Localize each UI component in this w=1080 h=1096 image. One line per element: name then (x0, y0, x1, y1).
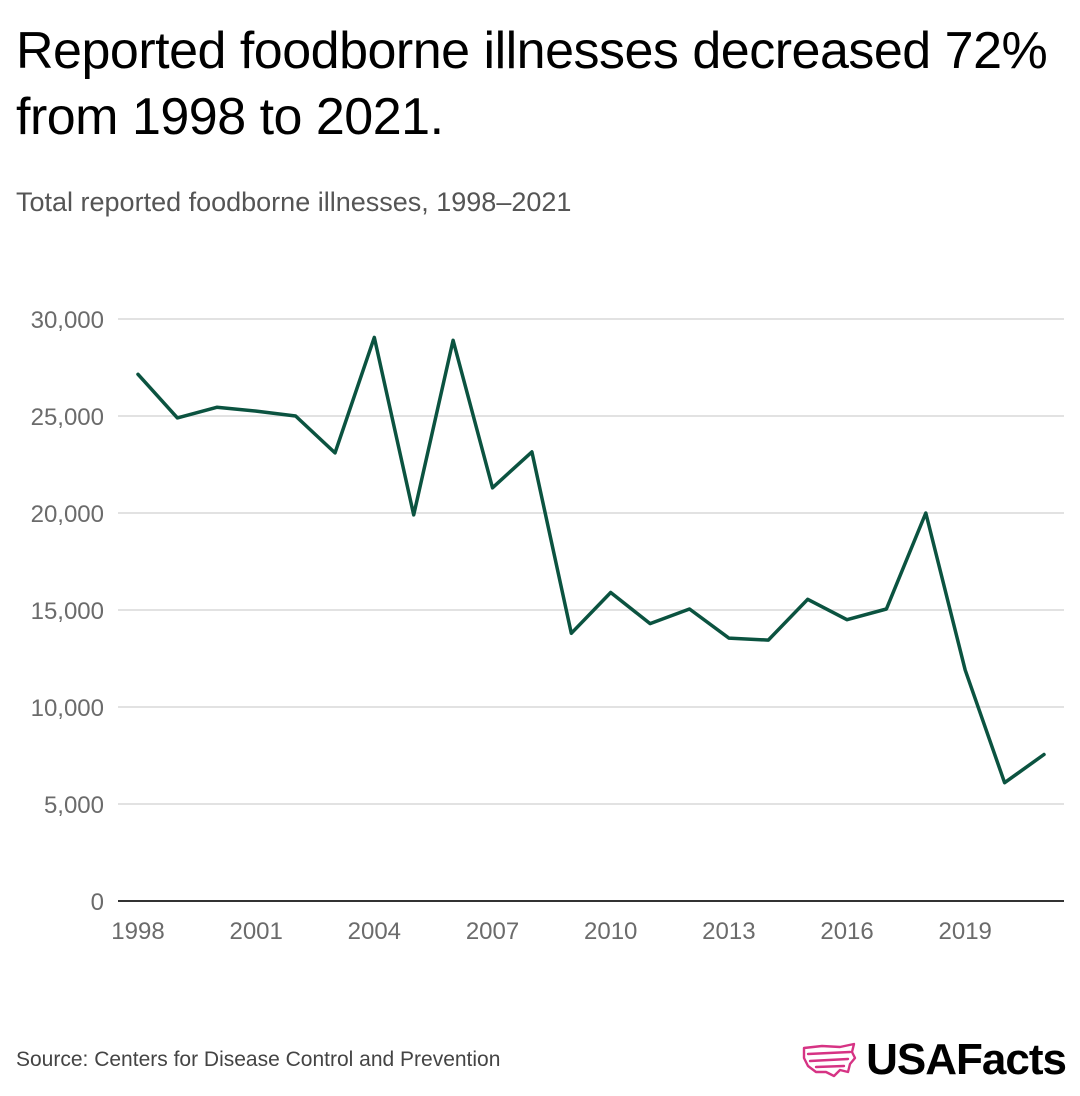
chart-title: Reported foodborne illnesses decreased 7… (16, 22, 1048, 146)
x-tick-label: 2001 (229, 918, 282, 945)
x-tick-label: 2010 (584, 918, 637, 945)
chart-subtitle: Total reported foodborne illnesses, 1998… (16, 187, 572, 217)
y-tick-label: 10,000 (31, 695, 104, 722)
x-tick-label: 2019 (939, 918, 992, 945)
gridlines (118, 318, 1064, 805)
line-chart: 0 5,000 10,000 15,000 20,000 25,000 30,000 1998… (31, 307, 1064, 945)
source-note: Source: Centers for Disease Control and … (16, 1048, 501, 1071)
x-tick-label: 2016 (820, 918, 873, 945)
x-tick-label: 2007 (466, 918, 519, 945)
y-tick-label: 30,000 (31, 307, 104, 334)
y-tick-label: 0 (91, 889, 104, 916)
y-tick-label: 15,000 (31, 598, 104, 625)
x-tick-label: 2013 (702, 918, 755, 945)
tick-labels: 0 5,000 10,000 15,000 20,000 25,000 30,000 1998… (31, 307, 992, 945)
y-tick-label: 25,000 (31, 404, 104, 431)
y-tick-label: 20,000 (31, 501, 104, 528)
y-tick-label: 5,000 (44, 792, 104, 819)
series-layer (136, 335, 1046, 785)
series-line (136, 335, 1046, 785)
brand-logo[interactable]: USAFacts (800, 1034, 1067, 1086)
usa-map-flag-icon (802, 1042, 857, 1078)
x-tick-label: 1998 (111, 918, 164, 945)
brand-name: USAFacts (866, 1035, 1067, 1084)
x-tick-label: 2004 (348, 918, 401, 945)
